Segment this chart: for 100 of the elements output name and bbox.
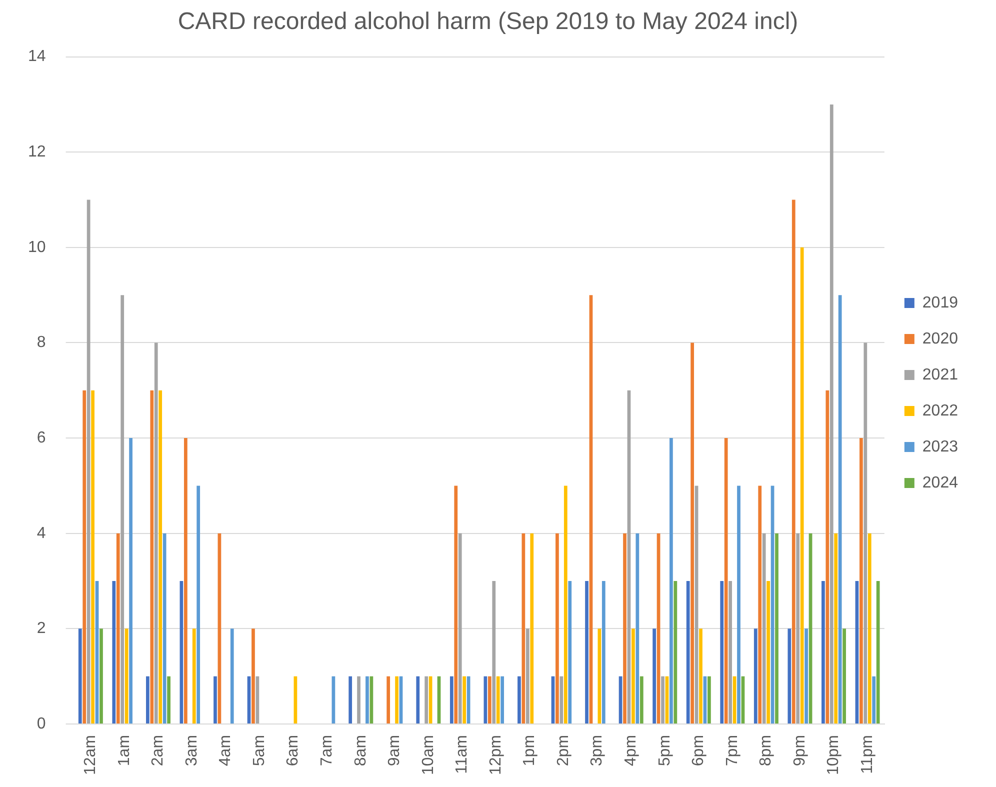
- bar: [568, 581, 572, 724]
- bar: [788, 628, 792, 724]
- x-tick-label: 7am: [318, 734, 336, 766]
- chart-title: CARD recorded alcohol harm (Sep 2019 to May 2024 incl): [178, 8, 798, 36]
- bar: [454, 486, 458, 724]
- legend-label: 2022: [922, 402, 958, 420]
- bar: [424, 676, 428, 724]
- bar: [728, 581, 732, 724]
- bar: [78, 628, 82, 724]
- bar: [560, 676, 564, 724]
- bar: [488, 676, 492, 724]
- x-tick-label: 3am: [183, 734, 200, 766]
- legend-label: 2019: [922, 294, 958, 312]
- bar: [876, 581, 880, 724]
- x-tick-label: 8am: [352, 734, 370, 766]
- legend-label: 2021: [922, 366, 958, 384]
- x-tick-label: 1pm: [521, 734, 538, 766]
- bar: [636, 533, 640, 724]
- legend-label: 2020: [922, 330, 958, 348]
- bar: [838, 295, 842, 724]
- bar: [737, 486, 740, 724]
- bar: [167, 676, 170, 724]
- bar: [192, 628, 196, 724]
- bar: [758, 486, 762, 724]
- bar: [872, 676, 876, 724]
- y-tick-label: 12: [28, 144, 46, 161]
- bar: [640, 676, 644, 724]
- bar: [526, 628, 530, 724]
- bar: [518, 676, 521, 724]
- bar: [830, 104, 834, 724]
- bar: [804, 628, 808, 724]
- y-tick-label: 2: [36, 620, 46, 638]
- y-tick-label: 0: [36, 715, 46, 732]
- x-tick-label: 6pm: [690, 734, 708, 766]
- x-tick-label: 5pm: [656, 734, 674, 766]
- bar: [496, 676, 500, 724]
- bar: [708, 676, 711, 724]
- x-tick-label: 4am: [217, 734, 234, 766]
- bar: [826, 390, 830, 724]
- bar: [154, 342, 158, 724]
- bar: [598, 628, 602, 724]
- bar: [864, 342, 868, 724]
- x-tick-label: 10am: [420, 734, 437, 776]
- bar: [834, 533, 838, 724]
- bar: [602, 581, 606, 724]
- bar: [690, 342, 694, 724]
- x-tick-label: 9pm: [791, 734, 808, 766]
- bar: [120, 295, 124, 724]
- bar: [91, 390, 94, 724]
- bar: [348, 676, 352, 724]
- bar: [416, 676, 420, 724]
- x-tick-label: 2pm: [554, 734, 572, 766]
- bar: [530, 533, 534, 724]
- bar: [766, 581, 770, 724]
- bar: [800, 247, 804, 724]
- bar: [686, 581, 690, 724]
- bar: [762, 533, 766, 724]
- bar: [129, 438, 132, 724]
- bar: [868, 533, 872, 724]
- bar: [792, 200, 796, 724]
- bar: [652, 628, 656, 724]
- legend-label: 2024: [922, 474, 958, 492]
- bar: [112, 581, 116, 724]
- x-tick-label: 5am: [250, 734, 268, 766]
- bar: [859, 438, 863, 724]
- x-tick-label: 8pm: [758, 734, 775, 766]
- bar: [124, 628, 128, 724]
- bar: [82, 390, 86, 724]
- bar: [196, 486, 200, 724]
- x-tick-label: 12pm: [487, 734, 504, 776]
- y-tick-label: 8: [36, 334, 46, 352]
- bar: [754, 628, 758, 724]
- bar: [724, 438, 728, 724]
- bar: [366, 676, 369, 724]
- x-tick-label: 6am: [284, 734, 302, 766]
- bar: [842, 628, 846, 724]
- y-tick-label: 6: [36, 429, 46, 446]
- bar: [661, 676, 664, 724]
- bar: [674, 581, 678, 724]
- x-tick-label: 11pm: [858, 734, 876, 774]
- bar: [585, 581, 588, 724]
- bar: [386, 676, 390, 724]
- bar: [775, 533, 778, 724]
- bar: [720, 581, 724, 724]
- bar: [184, 438, 188, 724]
- x-tick-label: 2am: [150, 734, 167, 766]
- bar: [86, 200, 90, 724]
- bar: [450, 676, 454, 724]
- bar: [492, 581, 496, 724]
- x-tick-label: 10pm: [825, 734, 842, 776]
- bar: [564, 486, 568, 724]
- bar: [458, 533, 462, 724]
- bar: [395, 676, 398, 724]
- bar: [670, 438, 673, 724]
- x-tick-label: 12am: [82, 734, 100, 776]
- bar: [462, 676, 466, 724]
- bar: [484, 676, 488, 724]
- x-tick-label: 11am: [454, 734, 471, 774]
- legend-label: 2023: [922, 438, 958, 456]
- x-tick-label: 1am: [116, 734, 133, 766]
